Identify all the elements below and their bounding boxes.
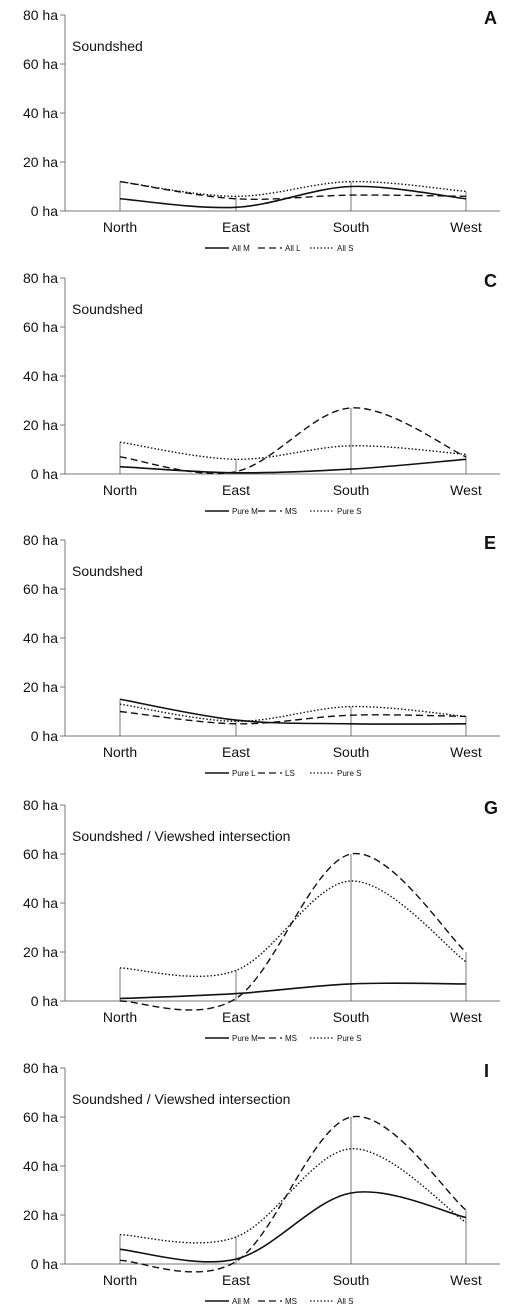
series-line-pure-m	[119, 982, 467, 1000]
legend-label: MS	[285, 1297, 297, 1306]
y-tick-label: 80 ha	[23, 532, 58, 548]
y-tick-label: 0 ha	[31, 728, 58, 744]
series-line-ms	[119, 853, 467, 1011]
series-line-all-l	[119, 180, 467, 201]
y-tick-label: 40 ha	[23, 105, 58, 121]
y-tick-label: 40 ha	[23, 368, 58, 384]
panel-subtitle: Soundshed	[72, 38, 143, 54]
x-tick-label: West	[450, 482, 482, 498]
panel-subtitle: Soundshed	[72, 563, 143, 579]
x-tick-label: East	[222, 1272, 250, 1288]
x-tick-label: North	[103, 482, 137, 498]
series-line-pure-s	[119, 703, 467, 723]
x-tick-label: West	[450, 1272, 482, 1288]
x-tick-label: North	[103, 1272, 137, 1288]
x-tick-label: West	[450, 1009, 482, 1025]
y-tick-label: 20 ha	[23, 154, 58, 170]
legend-label: All S	[337, 1297, 353, 1306]
panel-label: A	[484, 8, 497, 28]
panel-i: 0 ha 20 ha 40 ha 60 ha 80 ha North East South We…	[23, 1060, 500, 1306]
panel-label: G	[484, 798, 498, 818]
y-tick-label: 0 ha	[31, 1256, 58, 1272]
series-line-pure-s	[119, 880, 467, 977]
series-line-all-m	[119, 1191, 467, 1263]
panel-c: 0 ha 20 ha 40 ha 60 ha 80 ha North East South We…	[23, 270, 500, 516]
y-tick-label: 40 ha	[23, 895, 58, 911]
y-tick-label: 80 ha	[23, 270, 58, 286]
panel-label: C	[484, 271, 497, 291]
y-tick-label: 60 ha	[23, 581, 58, 597]
y-tick-label: 80 ha	[23, 797, 58, 813]
panel-label: E	[484, 533, 496, 553]
y-tick-label: 20 ha	[23, 417, 58, 433]
legend-label: All M	[232, 244, 250, 253]
y-tick-label: 60 ha	[23, 1109, 58, 1125]
legend-label: LS	[285, 769, 295, 778]
series-line-all-s	[119, 1148, 467, 1244]
y-tick-label: 60 ha	[23, 56, 58, 72]
legend-label: Pure S	[337, 1034, 361, 1043]
x-tick-label: North	[103, 1009, 137, 1025]
series-line-pure-s	[119, 441, 467, 461]
panel-label: I	[484, 1061, 489, 1081]
series-line-ms	[119, 407, 467, 475]
legend-label: Pure M	[232, 1034, 258, 1043]
legend-label: MS	[285, 507, 297, 516]
series-line-pure-l	[119, 698, 467, 725]
x-tick-label: South	[333, 1009, 370, 1025]
y-tick-label: 40 ha	[23, 630, 58, 646]
series-line-all-m	[119, 185, 467, 209]
x-tick-label: East	[222, 482, 250, 498]
legend-label: MS	[285, 1034, 297, 1043]
x-tick-label: South	[333, 744, 370, 760]
x-tick-label: East	[222, 744, 250, 760]
x-tick-label: North	[103, 744, 137, 760]
legend-label: All S	[337, 244, 353, 253]
y-tick-label: 0 ha	[31, 466, 58, 482]
x-tick-label: West	[450, 744, 482, 760]
legend-label: Pure M	[232, 507, 258, 516]
y-tick-label: 20 ha	[23, 944, 58, 960]
panel-subtitle: Soundshed	[72, 301, 143, 317]
series-line-pure-m	[119, 458, 467, 474]
panel-subtitle: Soundshed / Viewshed intersection	[72, 1091, 290, 1107]
y-tick-label: 40 ha	[23, 1158, 58, 1174]
y-tick-label: 0 ha	[31, 993, 58, 1009]
y-tick-label: 80 ha	[23, 1060, 58, 1076]
panel-subtitle: Soundshed / Viewshed intersection	[72, 828, 290, 844]
x-tick-label: South	[333, 482, 370, 498]
panel-g: 0 ha 20 ha 40 ha 60 ha 80 ha North East South We…	[23, 797, 500, 1043]
y-tick-label: 20 ha	[23, 1207, 58, 1223]
series-line-all-s	[119, 180, 467, 198]
series-line-ms	[119, 1115, 467, 1273]
legend-label: All M	[232, 1297, 250, 1306]
y-tick-label: 80 ha	[23, 7, 58, 23]
panel-e: 0 ha 20 ha 40 ha 60 ha 80 ha North East South We…	[23, 532, 500, 778]
x-tick-label: South	[333, 219, 370, 235]
y-tick-label: 60 ha	[23, 319, 58, 335]
y-tick-label: 0 ha	[31, 203, 58, 219]
x-tick-label: East	[222, 219, 250, 235]
panel-a: 0 ha 20 ha 40 ha 60 ha 80 ha North East South We…	[23, 7, 500, 253]
x-tick-label: South	[333, 1272, 370, 1288]
x-tick-label: West	[450, 219, 482, 235]
x-tick-label: East	[222, 1009, 250, 1025]
legend-label: Pure S	[337, 507, 361, 516]
y-tick-label: 60 ha	[23, 846, 58, 862]
legend-label: Pure S	[337, 769, 361, 778]
y-tick-label: 20 ha	[23, 679, 58, 695]
x-tick-label: North	[103, 219, 137, 235]
legend-label: Pure L	[232, 769, 256, 778]
legend-label: All L	[285, 244, 301, 253]
